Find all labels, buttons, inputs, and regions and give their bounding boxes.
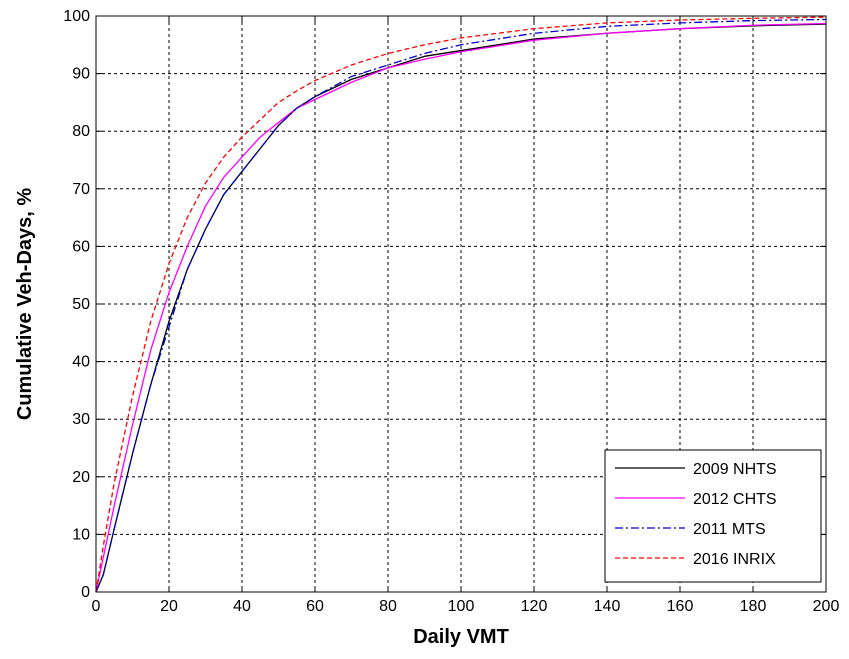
series-line: [95, 16, 827, 593]
x-tick-label: 160: [667, 598, 694, 615]
y-tick-label: 10: [72, 526, 90, 543]
x-tick-label: 100: [448, 598, 475, 615]
y-tick-label: 40: [72, 354, 90, 371]
y-tick-label: 50: [72, 296, 90, 313]
y-tick-label: 60: [72, 238, 90, 255]
legend-box: [604, 449, 822, 583]
y-tick-label: 90: [72, 66, 90, 83]
x-tick-label: 40: [233, 598, 251, 615]
legend: 2009 NHTS 2012 CHTS 2011 MTS 2016 INRIX: [604, 449, 822, 583]
x-tick-label: 60: [306, 598, 324, 615]
legend-label: 2012 CHTS: [693, 491, 777, 508]
series-lines: [95, 16, 827, 593]
y-tick-label: 30: [72, 411, 90, 428]
x-axis-label: Daily VMT: [413, 626, 509, 648]
x-tick-label: 140: [594, 598, 621, 615]
x-tick-label: 200: [813, 598, 840, 615]
series-line: [95, 22, 827, 593]
legend-label: 2009 NHTS: [693, 461, 777, 478]
y-tick-label: 100: [63, 8, 90, 25]
legend-label: 2016 INRIX: [693, 551, 776, 568]
y-tick-labels: 0 10 20 30 40 50 60 70 80 90 100: [63, 8, 90, 601]
x-tick-labels: 0 20 40 60 80 100 120 140 160 180 200: [92, 598, 840, 615]
x-tick-label: 80: [379, 598, 397, 615]
x-tick-label: 0: [92, 598, 101, 615]
x-tick-label: 120: [521, 598, 548, 615]
y-tick-label: 0: [81, 584, 90, 601]
y-axis-label: Cumulative Veh-Days, %: [14, 188, 36, 421]
y-tick-label: 20: [72, 469, 90, 486]
x-tick-label: 20: [160, 598, 178, 615]
series-line: [95, 18, 827, 593]
y-tick-label: 80: [72, 123, 90, 140]
x-tick-label: 180: [740, 598, 767, 615]
y-tick-label: 70: [72, 181, 90, 198]
legend-label: 2011 MTS: [693, 521, 766, 538]
